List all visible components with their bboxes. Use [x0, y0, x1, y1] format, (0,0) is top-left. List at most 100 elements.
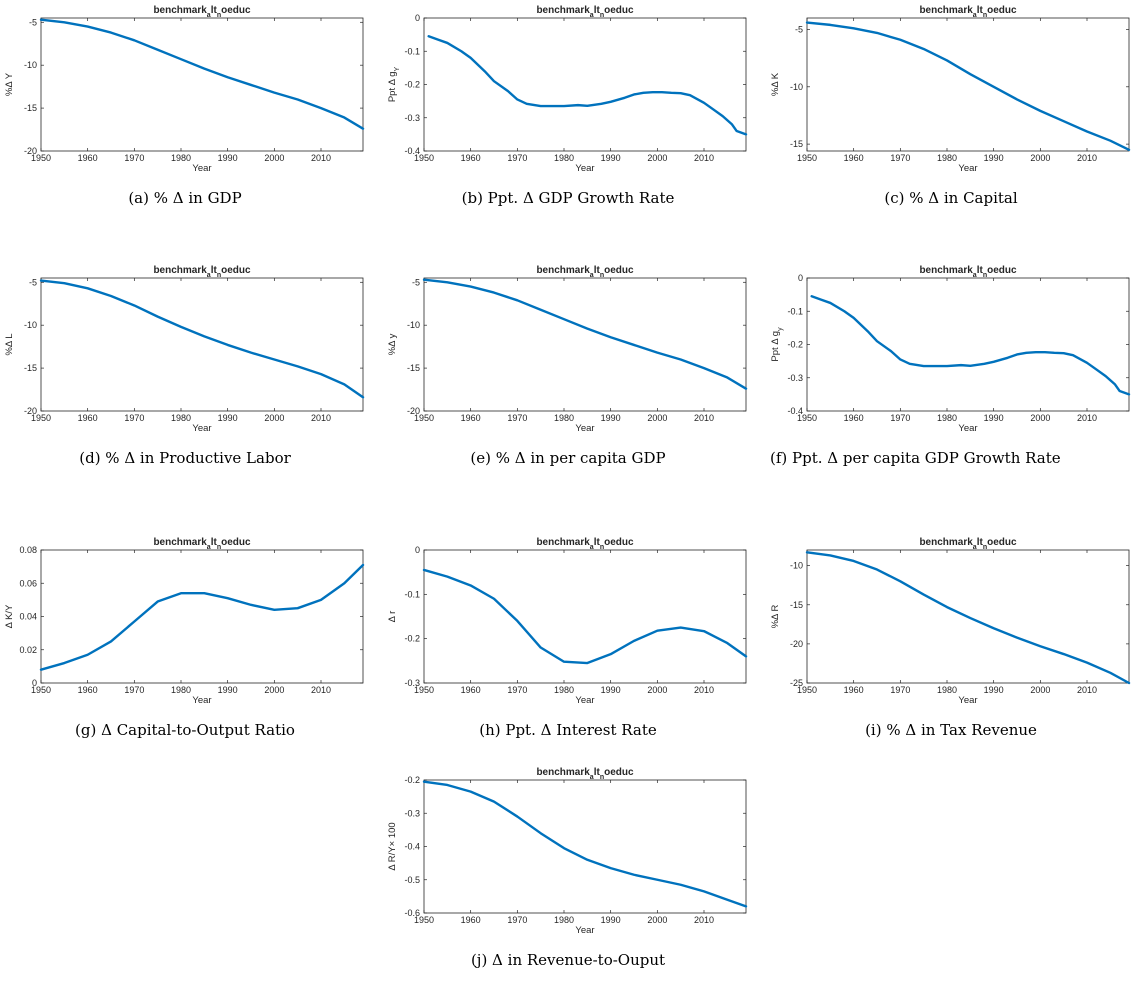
x-axis-label: Year: [958, 163, 977, 174]
y-tick-label: 0.08: [19, 545, 37, 555]
figure-caption: (h) Ppt. Δ Interest Rate: [479, 721, 657, 739]
chart-e: benchmarkaltnoeduc 1950 1960 1970 1980 1990 20…: [387, 265, 748, 434]
y-tick-label: -0.5: [404, 875, 420, 885]
x-tick-label: 1960: [844, 153, 864, 163]
y-tick-label: 0.02: [19, 645, 37, 655]
x-tick-label: 1970: [124, 153, 144, 163]
plot-frame: [423, 549, 747, 684]
figure-caption: (e) % Δ in per capita GDP: [470, 449, 666, 467]
x-tick-label: 2010: [1077, 153, 1097, 163]
x-tick-label: 1980: [554, 413, 574, 423]
x-tick-label: 2010: [311, 685, 331, 695]
y-tick-label: -5: [412, 277, 420, 287]
x-tick-label: 2000: [1030, 413, 1050, 423]
x-tick-label: 1990: [984, 413, 1004, 423]
plot-frame: [423, 277, 747, 412]
y-tick-label: -15: [24, 103, 37, 113]
x-tick-label: 1960: [461, 413, 481, 423]
y-tick-label: -15: [407, 363, 420, 373]
series-line-0: [422, 780, 748, 908]
y-tick-label: -0.3: [787, 373, 803, 383]
figure-caption: (i) % Δ in Tax Revenue: [865, 721, 1037, 739]
y-tick-label: -20: [790, 639, 803, 649]
y-tick-label: -0.3: [404, 113, 420, 123]
x-tick-label: 2000: [264, 685, 284, 695]
y-axis-label: %Δ Y: [4, 72, 15, 96]
chart-panel-a: benchmarkaltnoeduc 1950 1960 1970 1980 1990 20…: [0, 0, 370, 240]
chart-title: benchmarkaltnoeduc: [536, 265, 634, 279]
chart-f: benchmarkaltnoeduc 1950 1960 1970 1980 1990 20…: [770, 265, 1131, 434]
y-tick-label: -0.2: [404, 775, 420, 785]
x-tick-label: 1980: [554, 153, 574, 163]
figure-caption: (j) Δ in Revenue-to-Ouput: [470, 951, 666, 969]
x-tick-label: 1990: [601, 685, 621, 695]
x-tick-label: 1980: [171, 153, 191, 163]
chart-panel-d: benchmarkaltnoeduc 1950 1960 1970 1980 1990 20…: [0, 260, 370, 500]
figure-caption: (b) Ppt. Δ GDP Growth Rate: [461, 189, 675, 207]
x-tick-label: 2000: [264, 413, 284, 423]
series-line-0: [805, 551, 1131, 685]
x-tick-label: 2010: [1077, 685, 1097, 695]
plot-frame: [806, 17, 1130, 152]
y-tick-label: 0: [32, 678, 37, 688]
x-tick-label: 1970: [507, 413, 527, 423]
x-axis-label: Year: [958, 423, 977, 434]
y-tick-label: -0.1: [404, 589, 420, 599]
y-tick-label: -20: [24, 146, 37, 156]
x-tick-label: 1950: [414, 685, 434, 695]
x-axis-label: Year: [575, 925, 594, 936]
x-tick-label: 2000: [1030, 153, 1050, 163]
y-tick-label: -10: [24, 60, 37, 70]
series-line-0: [422, 278, 748, 390]
chart-title: benchmarkaltnoeduc: [919, 537, 1017, 551]
x-tick-label: 1990: [218, 413, 238, 423]
x-tick-label: 1950: [31, 685, 51, 695]
chart-i: benchmarkaltnoeduc 1950 1960 1970 1980 1990 20…: [770, 537, 1131, 706]
y-axis-label: Ppt Δ gy: [770, 327, 784, 362]
x-tick-label: 1960: [78, 685, 98, 695]
x-tick-label: 1960: [844, 413, 864, 423]
x-tick-label: 1990: [218, 685, 238, 695]
chart-j: benchmarkaltnoeduc 1950 1960 1970 1980 1990 20…: [387, 767, 748, 936]
x-axis-label: Year: [575, 423, 594, 434]
y-tick-label: 0: [415, 13, 420, 23]
x-axis-label: Year: [192, 423, 211, 434]
series-line-0: [39, 18, 365, 130]
x-tick-label: 2000: [647, 915, 667, 925]
chart-h: benchmarkaltnoeduc 1950 1960 1970 1980 1990 20…: [387, 537, 748, 706]
x-tick-label: 1970: [124, 685, 144, 695]
x-tick-label: 1960: [461, 685, 481, 695]
series-line-0: [810, 295, 1131, 396]
x-tick-label: 2000: [1030, 685, 1050, 695]
x-tick-label: 1970: [507, 685, 527, 695]
y-tick-label: -5: [29, 17, 37, 27]
plot-frame: [40, 17, 364, 152]
y-tick-label: -0.4: [404, 146, 420, 156]
chart-panel-c: benchmarkaltnoeduc 1950 1960 1970 1980 1990 20…: [766, 0, 1136, 240]
x-tick-label: 2000: [647, 685, 667, 695]
chart-title: benchmarkaltnoeduc: [919, 5, 1017, 19]
y-tick-label: -0.2: [404, 634, 420, 644]
chart-panel-e: benchmarkaltnoeduc 1950 1960 1970 1980 1990 20…: [383, 260, 753, 500]
x-axis-label: Year: [575, 163, 594, 174]
y-tick-label: -0.4: [404, 842, 420, 852]
x-tick-label: 1990: [984, 685, 1004, 695]
x-tick-label: 1990: [601, 915, 621, 925]
x-tick-label: 1950: [31, 153, 51, 163]
x-tick-label: 1980: [937, 153, 957, 163]
x-tick-label: 2010: [1077, 413, 1097, 423]
y-tick-label: -10: [407, 320, 420, 330]
y-tick-label: -20: [24, 406, 37, 416]
chart-panel-j: benchmarkaltnoeduc 1950 1960 1970 1980 1990 20…: [383, 762, 753, 1002]
chart-c: benchmarkaltnoeduc 1950 1960 1970 1980 1990 20…: [770, 5, 1131, 174]
plot-frame: [40, 549, 364, 684]
x-tick-label: 1950: [414, 153, 434, 163]
y-tick-label: -0.1: [787, 306, 803, 316]
x-tick-label: 2000: [264, 153, 284, 163]
y-axis-label: %Δ R: [770, 604, 781, 628]
figure-caption: (d) % Δ in Productive Labor: [79, 449, 291, 467]
x-tick-label: 2000: [647, 413, 667, 423]
x-tick-label: 1970: [890, 413, 910, 423]
y-axis-label: Δ r: [387, 611, 398, 623]
figure-caption: (f) Ppt. Δ per capita GDP Growth Rate: [770, 449, 1061, 467]
